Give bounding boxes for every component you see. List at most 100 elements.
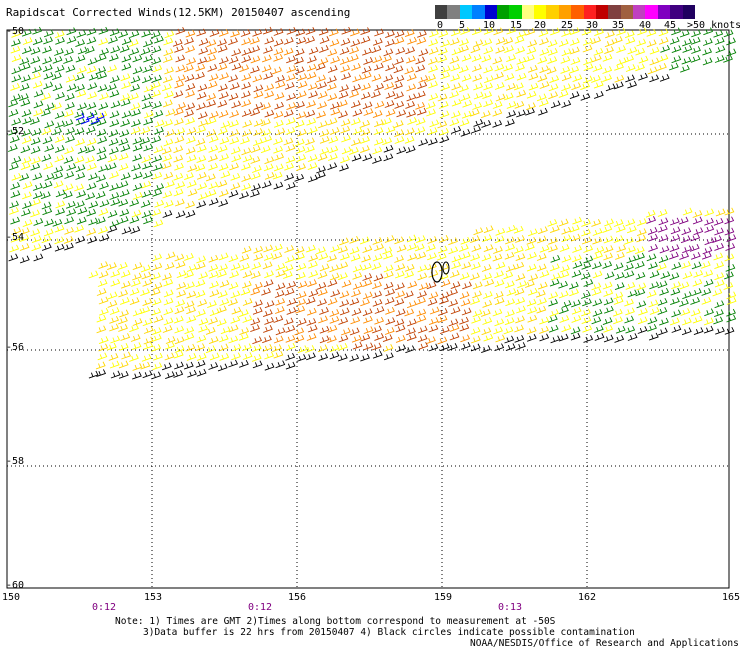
wind-barb xyxy=(42,180,53,189)
wind-barb xyxy=(383,74,394,83)
wind-barb xyxy=(30,209,40,218)
wind-barb xyxy=(481,253,492,262)
wind-barb xyxy=(262,135,273,143)
wind-barb xyxy=(327,117,338,126)
wind-barb xyxy=(87,57,98,66)
wind-barb xyxy=(129,47,140,56)
wind-barb xyxy=(581,261,592,270)
wind-barb xyxy=(228,254,239,263)
wind-barb xyxy=(583,279,594,287)
wind-barb xyxy=(626,225,637,234)
wind-barb xyxy=(481,120,492,128)
wind-barb xyxy=(483,225,494,234)
wind-barb xyxy=(196,91,207,100)
wind-barb xyxy=(327,48,338,57)
contamination-circle xyxy=(442,261,450,275)
wind-barb xyxy=(679,299,689,307)
wind-barb xyxy=(88,370,99,379)
wind-barb xyxy=(118,370,129,379)
wind-barb xyxy=(495,334,506,343)
wind-barb xyxy=(327,65,338,73)
wind-barb xyxy=(141,189,152,198)
wind-barb xyxy=(539,270,550,278)
wind-barb xyxy=(319,129,330,137)
wind-barb xyxy=(219,72,229,81)
wind-barb xyxy=(538,29,549,37)
wind-barb xyxy=(195,261,206,270)
wind-barb xyxy=(327,297,338,306)
wind-barb xyxy=(208,135,219,143)
wind-barb xyxy=(250,108,261,117)
wind-barb xyxy=(329,38,340,47)
wind-barb xyxy=(162,190,173,199)
wind-barb xyxy=(404,127,415,136)
wind-barb xyxy=(406,333,417,342)
wind-barb xyxy=(616,244,627,253)
wind-barb xyxy=(625,307,635,316)
wind-barb xyxy=(198,271,209,280)
wind-barb xyxy=(316,74,326,83)
wind-barb xyxy=(315,62,326,71)
wind-barb xyxy=(208,154,218,163)
wind-barb xyxy=(383,352,394,361)
wind-barb xyxy=(572,260,583,269)
wind-barb xyxy=(351,63,361,71)
wind-barb xyxy=(197,111,208,120)
wind-barb xyxy=(132,318,143,326)
wind-barb xyxy=(31,71,42,80)
wind-barb xyxy=(230,172,241,181)
wind-barb xyxy=(516,89,527,98)
wind-barb xyxy=(427,252,437,261)
wind-barb xyxy=(385,30,395,39)
wind-barb xyxy=(42,207,53,216)
wind-barb xyxy=(394,36,405,45)
wind-barb xyxy=(285,342,296,351)
wind-barb xyxy=(264,36,275,45)
wind-barb xyxy=(161,83,172,92)
wind-barb xyxy=(208,162,218,171)
wind-barb xyxy=(129,297,140,306)
wind-barb xyxy=(316,282,327,290)
wind-barb xyxy=(10,234,21,243)
wind-barb xyxy=(150,81,161,90)
wind-barb xyxy=(395,335,406,343)
wind-barb xyxy=(183,64,194,73)
wind-barb xyxy=(417,334,428,343)
wind-barb xyxy=(492,101,503,109)
wind-barb xyxy=(77,206,88,215)
wind-barb xyxy=(120,280,131,289)
wind-barb xyxy=(164,262,175,270)
wind-barb xyxy=(437,55,448,63)
wind-barb xyxy=(591,36,602,45)
wind-barb xyxy=(472,73,483,82)
wind-barb xyxy=(603,324,614,333)
wind-barb xyxy=(602,53,613,62)
wind-barb xyxy=(263,45,273,54)
wind-barb xyxy=(659,245,670,254)
wind-barb xyxy=(230,146,241,155)
wind-barb xyxy=(471,125,482,134)
wind-barb xyxy=(339,57,350,65)
wind-barb xyxy=(593,91,604,99)
wind-barb xyxy=(229,82,240,91)
wind-barb xyxy=(338,317,349,325)
wind-barb xyxy=(361,65,372,74)
wind-barb xyxy=(638,72,648,81)
wind-barb xyxy=(31,235,42,244)
wind-barb xyxy=(107,64,118,73)
wind-barb xyxy=(615,224,626,233)
wind-barb xyxy=(548,324,559,333)
wind-barb xyxy=(693,327,704,336)
wind-barb xyxy=(395,324,406,333)
wind-barb xyxy=(99,92,109,101)
wind-barb xyxy=(681,56,692,65)
wind-barb xyxy=(187,164,198,173)
wind-barb xyxy=(142,318,153,327)
wind-barb xyxy=(75,112,85,121)
wind-barb xyxy=(252,360,263,369)
wind-barb xyxy=(22,219,33,228)
wind-barb xyxy=(253,84,264,93)
wind-barb xyxy=(286,298,297,306)
wind-barb xyxy=(86,27,97,36)
wind-barb xyxy=(108,53,119,62)
